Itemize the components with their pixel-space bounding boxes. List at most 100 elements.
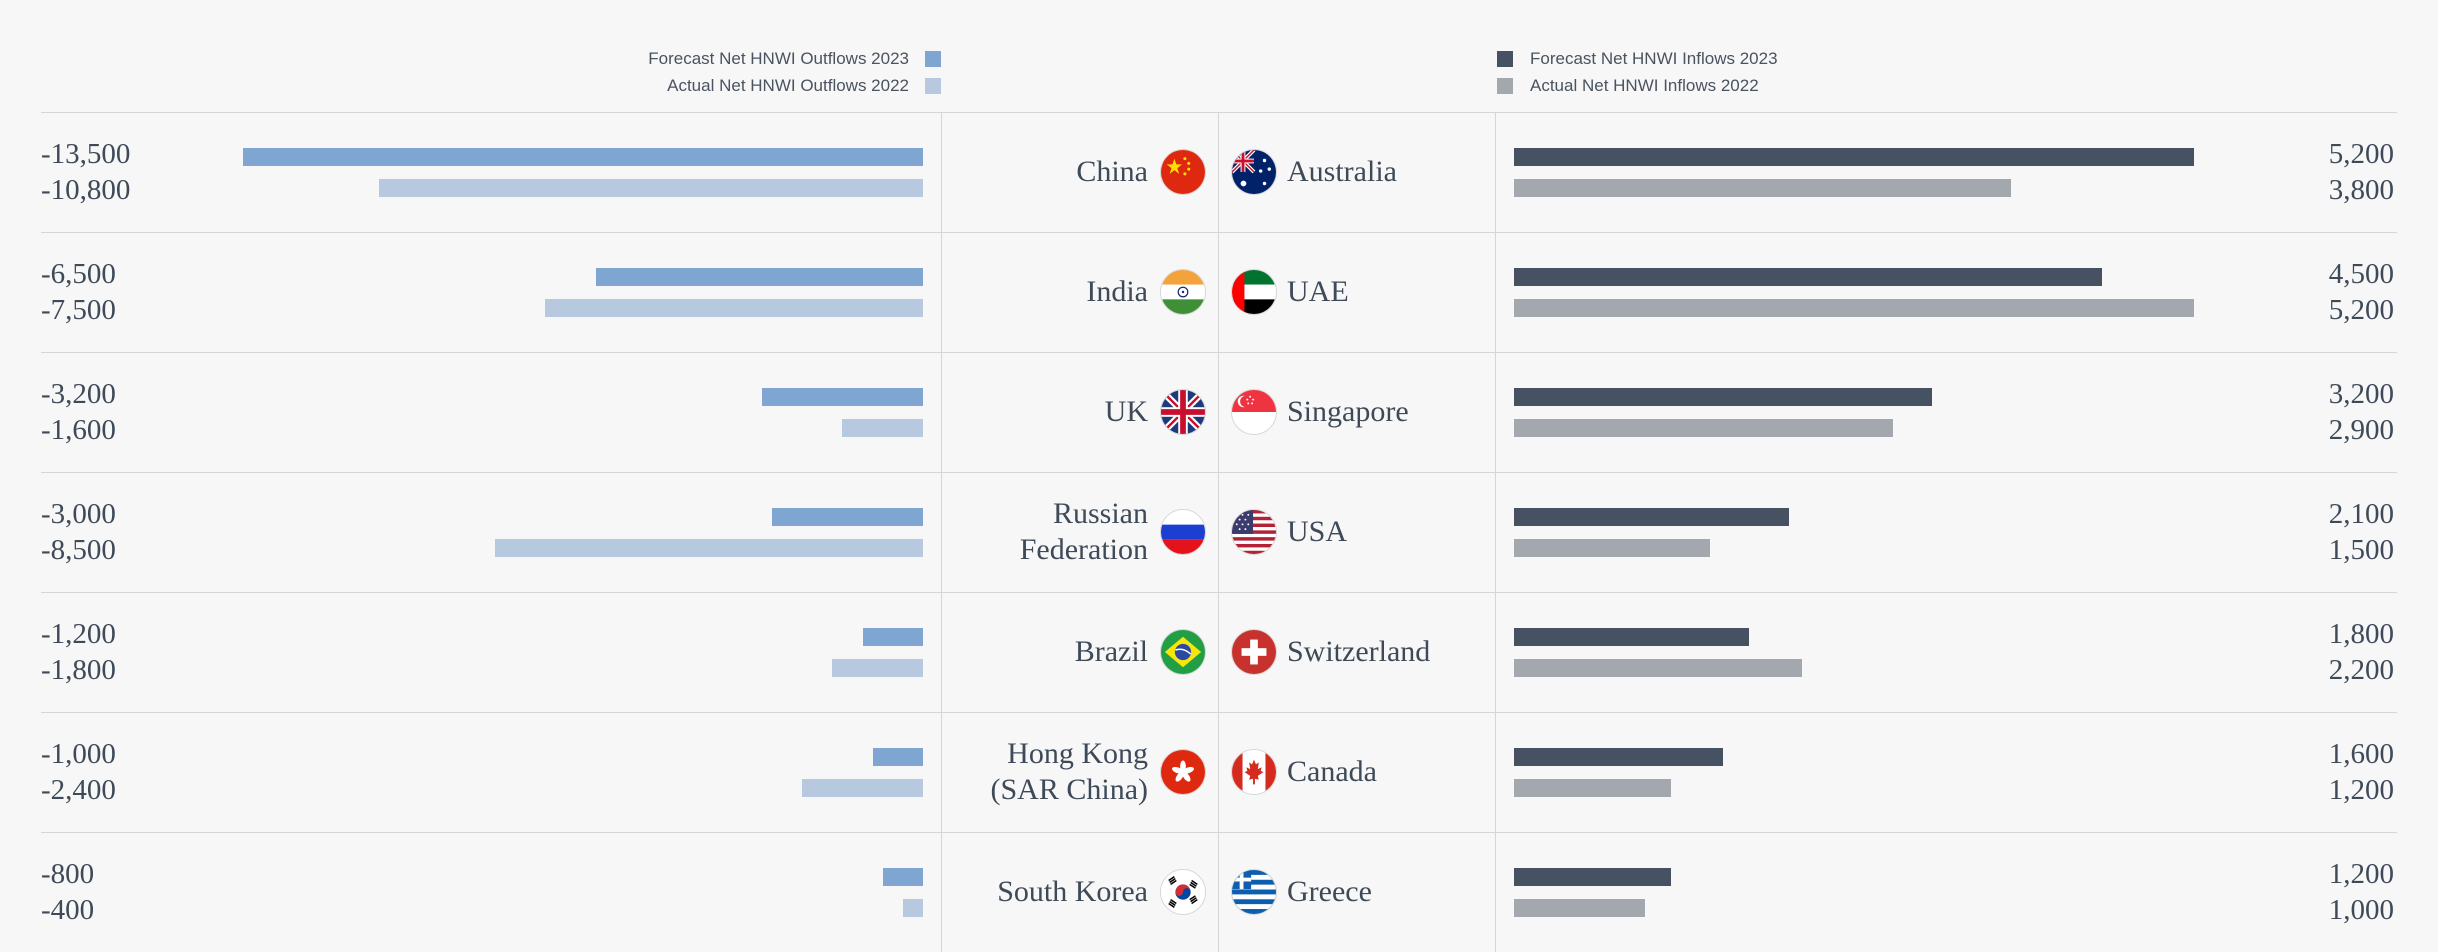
- country-label: Brazil: [1075, 634, 1148, 670]
- greece-flag-icon: [1231, 869, 1277, 915]
- legend-outflows: Forecast Net HNWI Outflows 2023 Actual N…: [0, 0, 941, 100]
- outflow-value-2022: -10,800: [41, 174, 131, 206]
- australia-flag-icon: [1231, 149, 1277, 195]
- inflow-bar-2022: [1514, 419, 1894, 437]
- outflow-values: -800 -400: [41, 856, 94, 928]
- outflow-values: -3,000 -8,500: [41, 496, 116, 568]
- inflow-value-2023: 2,100: [2328, 498, 2394, 530]
- inflow-value-2022: 1,000: [2328, 894, 2394, 926]
- inflow-value-2022: 2,900: [2328, 414, 2394, 446]
- inflow-country-name: Greece: [1287, 875, 1372, 908]
- inflow-bar-2022: [1514, 659, 1802, 677]
- country-label-line: Russian: [1052, 497, 1148, 530]
- outflow-bar-2023: [872, 748, 923, 766]
- outflow-bar-2022: [379, 179, 923, 197]
- inflow-value-2022: 2,200: [2328, 654, 2394, 686]
- inflow-value-2023: 3,200: [2328, 378, 2394, 410]
- outflow-bar-2023: [771, 508, 923, 526]
- outflow-values: -1,000 -2,400: [41, 736, 116, 808]
- outflow-value-2022: -2,400: [41, 774, 116, 806]
- row-divider: [41, 112, 2397, 113]
- outflow-value-2023: -3,000: [41, 498, 116, 530]
- uae-flag-icon: [1231, 269, 1277, 315]
- canada-flag-icon: [1231, 749, 1277, 795]
- country-label: UK: [1105, 394, 1148, 430]
- outflow-country-name: UK: [1105, 394, 1148, 430]
- inflow-value-2022: 5,200: [2328, 294, 2394, 326]
- inflow-bar-2023: [1514, 148, 2194, 166]
- russia-flag-icon: [1160, 509, 1206, 555]
- outflow-country-name: India: [1086, 274, 1148, 310]
- outflow-bar-2022: [802, 779, 923, 797]
- country-label: South Korea: [997, 874, 1148, 910]
- outflow-country-name: China: [1076, 154, 1148, 190]
- brazil-flag-icon: [1160, 629, 1206, 675]
- singapore-flag-icon: [1231, 389, 1277, 435]
- india-flag-icon: [1160, 269, 1206, 315]
- outflow-value-2022: -400: [41, 894, 95, 926]
- country-label-line: Federation: [1019, 533, 1148, 566]
- country-label-line: (SAR China): [990, 773, 1149, 806]
- outflow-value-2022: -7,500: [41, 294, 116, 326]
- outflow-country-name: South Korea: [997, 874, 1148, 910]
- country-label-line: China: [1076, 155, 1148, 188]
- legend-inflows: Forecast Net HNWI Inflows 2023 Actual Ne…: [1497, 0, 2097, 100]
- outflow-value-2023: -800: [41, 858, 95, 890]
- legend-label: Forecast Net HNWI Outflows 2023: [648, 49, 909, 68]
- inflow-bar-2023: [1514, 508, 1789, 526]
- inflow-values: 1,600 1,200: [2329, 736, 2394, 808]
- inflow-country-name: Canada: [1287, 755, 1377, 788]
- outflow-bar-2023: [595, 268, 923, 286]
- inflow-bar-2023: [1514, 268, 2103, 286]
- legend-label: Actual Net HNWI Inflows 2022: [1530, 76, 1759, 95]
- inflow-values: 1,200 1,000: [2329, 856, 2394, 928]
- country-label-line: Brazil: [1074, 635, 1148, 668]
- inflow-country-name: Singapore: [1287, 395, 1409, 428]
- outflow-value-2022: -8,500: [41, 534, 116, 566]
- country-label: China: [1076, 154, 1148, 190]
- legend-swatch: [925, 78, 941, 94]
- inflow-values: 1,800 2,200: [2329, 616, 2394, 688]
- country-label-line: India: [1086, 275, 1148, 308]
- outflow-bar-2022: [842, 419, 923, 437]
- row-divider: [41, 832, 2397, 833]
- legend-item-outflow-forecast: Forecast Net HNWI Outflows 2023: [648, 48, 941, 70]
- outflow-country-name: Hong Kong (SAR China): [991, 736, 1149, 808]
- outflow-values: -13,500 -10,800: [41, 136, 130, 208]
- row-divider: [41, 352, 2397, 353]
- inflow-bar-2023: [1514, 628, 1750, 646]
- divider-center: [1218, 112, 1219, 952]
- outflow-values: -6,500 -7,500: [41, 256, 116, 328]
- south-korea-flag-icon: [1160, 869, 1206, 915]
- inflow-bar-2023: [1514, 388, 1933, 406]
- uk-flag-icon: [1160, 389, 1206, 435]
- outflow-bar-2022: [902, 899, 923, 917]
- outflow-bar-2022: [494, 539, 923, 557]
- outflow-value-2023: -3,200: [41, 378, 116, 410]
- hong-kong-flag-icon: [1160, 749, 1206, 795]
- inflow-value-2023: 1,200: [2328, 858, 2394, 890]
- legend-item-inflow-actual: Actual Net HNWI Inflows 2022: [1497, 75, 1759, 97]
- legend-swatch: [1497, 78, 1513, 94]
- inflow-bar-2022: [1514, 539, 1711, 557]
- legend-swatch: [1497, 51, 1513, 67]
- legend-label: Forecast Net HNWI Inflows 2023: [1530, 49, 1778, 68]
- outflow-value-2023: -1,200: [41, 618, 116, 650]
- inflow-bar-2023: [1514, 748, 1724, 766]
- outflow-bar-2022: [832, 659, 923, 677]
- country-label-line: Hong Kong: [1007, 737, 1148, 770]
- legend-item-inflow-forecast: Forecast Net HNWI Inflows 2023: [1497, 48, 1778, 70]
- inflow-value-2022: 3,800: [2328, 174, 2394, 206]
- inflow-country-name: USA: [1287, 515, 1348, 548]
- inflow-bar-2022: [1514, 299, 2194, 317]
- row-divider: [41, 232, 2397, 233]
- outflow-bar-2023: [761, 388, 923, 406]
- outflow-values: -1,200 -1,800: [41, 616, 116, 688]
- outflow-bar-2023: [882, 868, 923, 886]
- divider-left: [941, 112, 942, 952]
- inflow-country-name: Australia: [1287, 155, 1397, 188]
- inflow-bar-2022: [1514, 899, 1645, 917]
- inflow-values: 4,500 5,200: [2329, 256, 2394, 328]
- switzerland-flag-icon: [1231, 629, 1277, 675]
- outflow-values: -3,200 -1,600: [41, 376, 116, 448]
